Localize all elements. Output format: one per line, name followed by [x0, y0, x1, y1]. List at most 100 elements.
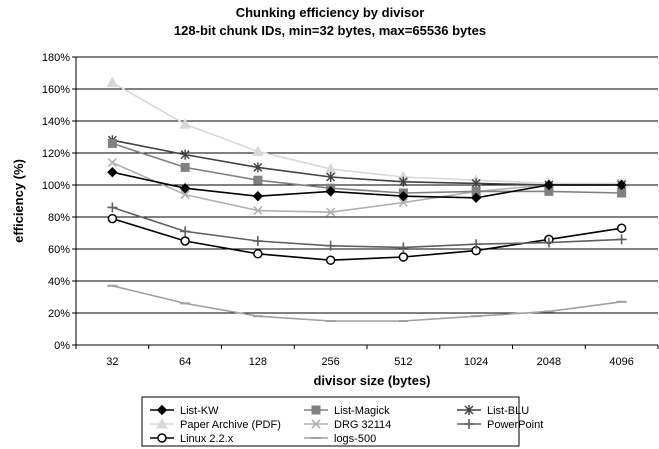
data-point: [398, 252, 409, 262]
y-tick-label: 100%: [42, 180, 70, 192]
data-point: [616, 223, 627, 233]
legend-item: Linux 2.2.x: [150, 433, 234, 445]
data-point: [107, 158, 117, 168]
legend-item: PowerPoint: [457, 419, 543, 431]
y-axis-title: efficiency (%): [11, 159, 26, 243]
data-point: [179, 118, 191, 129]
legend-item: logs-500: [304, 433, 376, 445]
legend-label: PowerPoint: [487, 419, 543, 431]
data-point: [471, 239, 482, 250]
x-tick-label: 2048: [537, 356, 561, 368]
legend-marker: [464, 419, 474, 429]
series-line: [112, 142, 622, 194]
series-line: [112, 161, 622, 214]
legend-item: List-BLU: [457, 405, 529, 417]
data-point: [180, 149, 190, 160]
x-tick-label: 256: [321, 356, 339, 368]
data-point: [398, 198, 408, 208]
data-point: [180, 190, 190, 200]
data-point: [107, 202, 118, 213]
x-tick-label: 32: [106, 356, 118, 368]
series-group: [106, 76, 628, 322]
y-tick-label: 80%: [48, 212, 70, 224]
legend-label: List-Magick: [334, 405, 390, 417]
y-tick-label: 160%: [42, 84, 70, 96]
data-point: [616, 234, 627, 245]
x-axis-title: divisor size (bytes): [313, 373, 430, 388]
legend-marker: [157, 433, 167, 443]
series-line: [112, 206, 622, 249]
legend-item: DRG 32114: [304, 419, 391, 431]
legend-marker: [156, 404, 168, 416]
data-point: [398, 176, 408, 187]
legend-marker: [464, 405, 474, 415]
legend-label: List-KW: [180, 405, 219, 417]
data-point: [253, 249, 263, 259]
data-point: [180, 162, 190, 172]
series-logs-500: [107, 284, 627, 322]
data-point: [471, 178, 481, 189]
data-point: [106, 76, 119, 88]
data-point: [616, 179, 627, 191]
y-tick-label: 140%: [42, 116, 70, 128]
data-point: [325, 255, 336, 265]
legend-item: List-Magick: [304, 405, 390, 417]
x-tick-label: 128: [249, 356, 267, 368]
chart-title: Chunking efficiency by divisor: [236, 5, 425, 20]
series-powerpoint: [107, 202, 627, 253]
data-point: [325, 186, 336, 197]
series-line: [112, 171, 622, 199]
data-point: [107, 213, 118, 224]
data-point: [253, 175, 263, 185]
data-point: [253, 162, 263, 173]
data-point: [326, 172, 336, 182]
data-point: [325, 240, 336, 251]
series-line: [112, 285, 622, 322]
x-tick-label: 1024: [464, 356, 488, 368]
x-tick-label: 4096: [609, 356, 633, 368]
series-line: [112, 139, 622, 186]
tick-labels: 0% 20% 40% 60% 80% 100% 120% 140% 160% 180% 32 64 12…: [42, 52, 634, 368]
legend-marker: [311, 405, 321, 415]
y-tick-label: 60%: [48, 244, 70, 256]
x-tick-label: 64: [179, 356, 191, 368]
y-tick-label: 120%: [42, 148, 70, 160]
legend-item: Paper Archive (PDF): [150, 417, 281, 431]
series-linux-2-2-x: [107, 213, 627, 265]
data-point: [107, 138, 117, 148]
data-point: [253, 206, 263, 216]
data-point: [180, 236, 190, 246]
data-point: [326, 207, 336, 217]
data-point: [252, 236, 263, 246]
data-point: [398, 242, 409, 253]
data-point: [543, 179, 555, 191]
y-tick-label: 0%: [54, 340, 70, 352]
legend-label: Linux 2.2.x: [180, 433, 234, 445]
series-list-kw: [107, 166, 627, 204]
legend-label: DRG 32114: [334, 419, 391, 431]
data-point: [180, 226, 191, 237]
data-point: [179, 182, 191, 194]
legend-item: List-KW: [150, 404, 219, 417]
data-point: [470, 192, 482, 204]
series-line: [112, 217, 622, 262]
series-line: [111, 81, 622, 185]
y-tick-label: 40%: [48, 276, 70, 288]
legend-label: List-BLU: [487, 405, 529, 417]
legend-label: Paper Archive (PDF): [180, 419, 281, 431]
legend: List-KW List-Magick List-BLU Paper Archive …: [141, 396, 543, 447]
data-point: [107, 166, 118, 178]
legend-box: [141, 396, 520, 447]
data-point: [543, 237, 554, 248]
axes: [72, 56, 659, 349]
data-point: [252, 190, 264, 202]
data-point: [252, 145, 264, 156]
y-tick-label: 20%: [48, 308, 70, 320]
y-tick-label: 180%: [42, 52, 70, 64]
data-point: [398, 190, 409, 202]
chart-subtitle: 128-bit chunk IDs, min=32 bytes, max=655…: [174, 23, 486, 38]
x-tick-label: 512: [394, 356, 412, 368]
legend-marker: [156, 417, 168, 429]
